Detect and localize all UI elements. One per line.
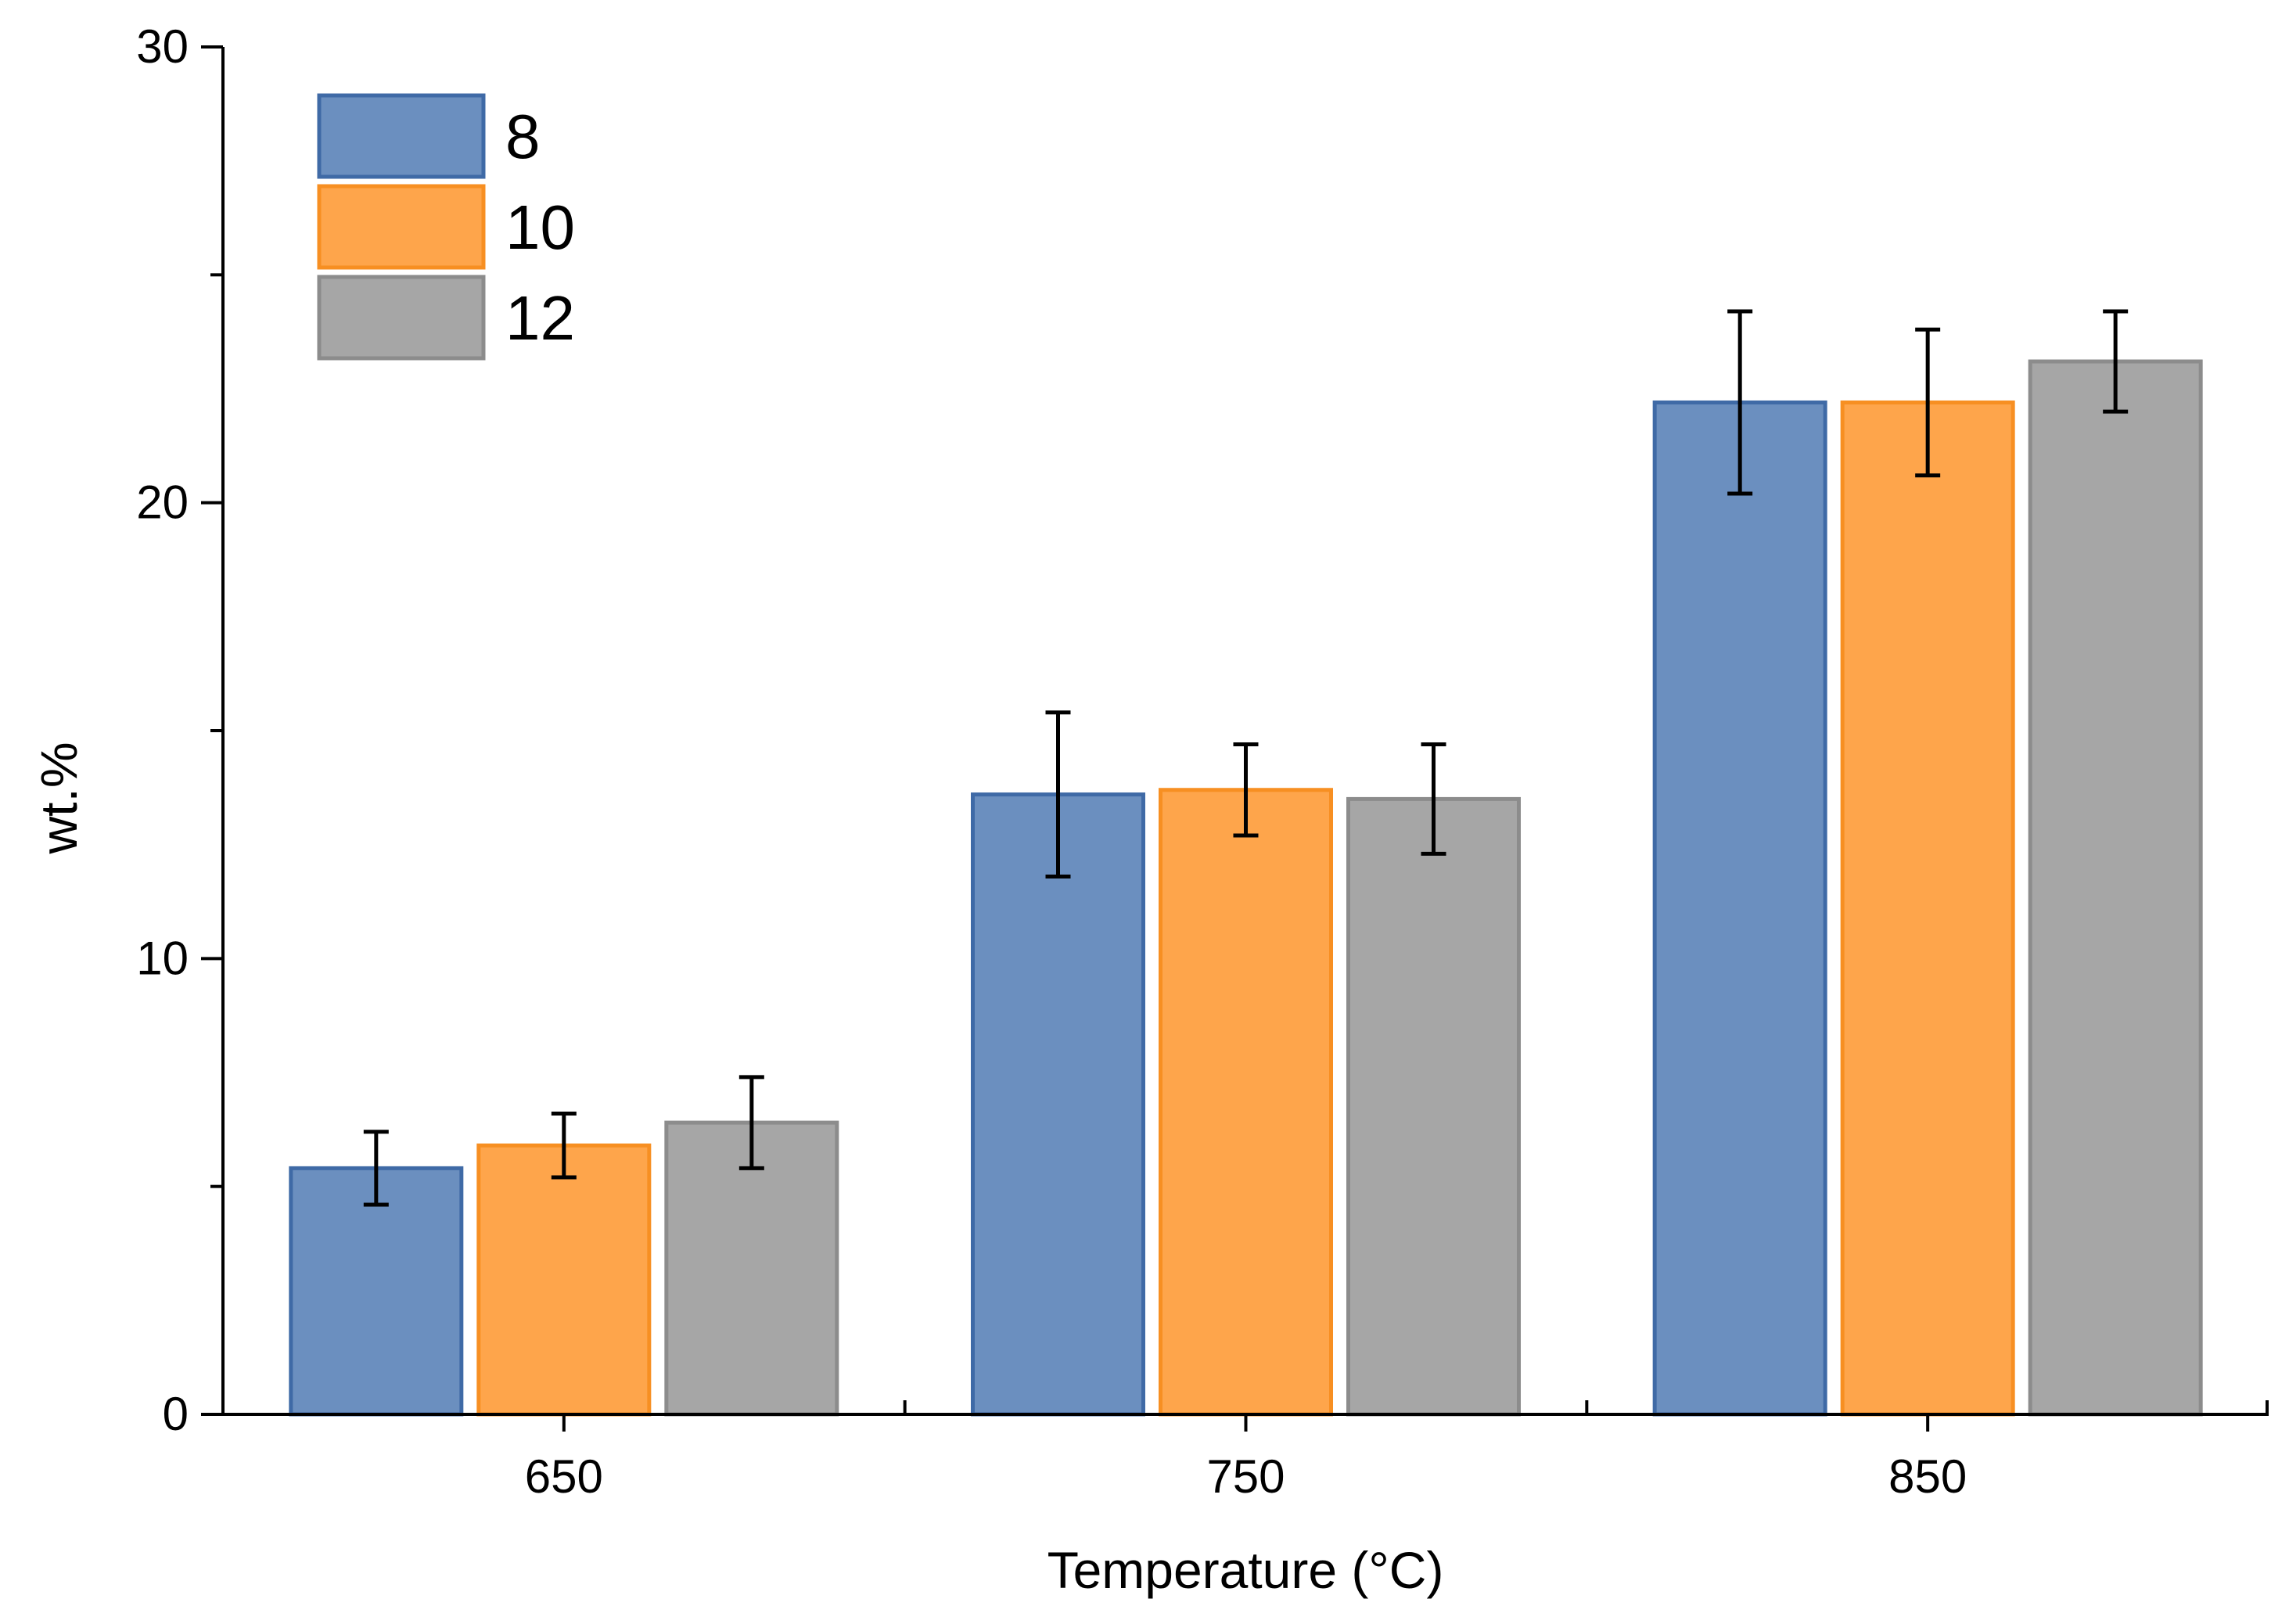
y-tick-label-0: 0: [163, 1388, 189, 1440]
bar-12-850: [2028, 359, 2203, 1417]
legend-item-12: 12: [317, 275, 575, 361]
x-tick-label-650: 650: [525, 1450, 603, 1503]
error-bar-8-850: [1727, 309, 1753, 496]
error-bars-layer: [363, 309, 2129, 1207]
bar-10-750: [1159, 788, 1333, 1417]
y-axis-title: wt.%: [30, 742, 88, 854]
bar-10-850: [1840, 400, 2015, 1417]
y-tick-label-10: 10: [136, 932, 189, 984]
bar-10-650: [476, 1143, 652, 1417]
legend-label: 10: [505, 192, 575, 262]
y-tick-label-20: 20: [136, 476, 189, 529]
error-bar-8-650: [363, 1130, 389, 1207]
legend-label: 12: [505, 283, 575, 353]
legend-item-10: 10: [317, 184, 575, 270]
legend-label: 8: [505, 102, 541, 171]
error-bar-12-850: [2103, 309, 2129, 414]
legend-item-8: 8: [317, 93, 541, 179]
legend: 8 10 12: [317, 93, 575, 361]
error-bar-8-750: [1045, 710, 1071, 878]
error-bar-12-650: [738, 1075, 764, 1170]
error-bar-12-750: [1421, 742, 1446, 856]
error-bar-10-650: [551, 1111, 577, 1180]
bar-8-850: [1652, 400, 1827, 1417]
legend-swatch: [317, 93, 486, 179]
x-axis-title: Temperature (°C): [1047, 1541, 1444, 1599]
legend-swatch: [317, 275, 486, 361]
bars-layer: [289, 359, 2203, 1417]
bar-8-750: [971, 792, 1145, 1417]
error-bar-10-750: [1233, 742, 1259, 838]
error-bar-10-850: [1915, 327, 1941, 478]
bar-12-650: [664, 1120, 839, 1417]
legend-swatch: [317, 184, 486, 270]
bar-8-650: [289, 1166, 464, 1417]
x-tick-label-850: 850: [1888, 1450, 1967, 1503]
y-tick-label-30: 30: [136, 20, 189, 73]
ticks-layer: 650 750 850 0 10 20 30: [136, 20, 2269, 1503]
x-tick-label-750: 750: [1206, 1450, 1285, 1503]
bar-12-750: [1346, 796, 1521, 1417]
